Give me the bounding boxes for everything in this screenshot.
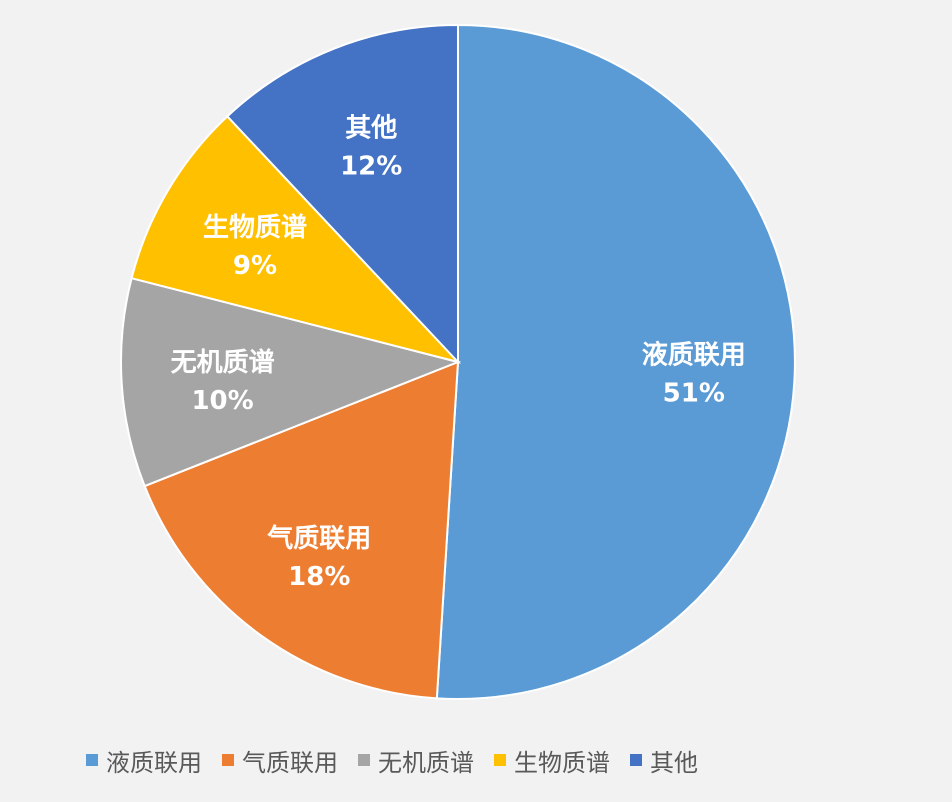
- legend-label-0: 液质联用: [106, 748, 202, 777]
- legend-label-1: 气质联用: [242, 748, 338, 777]
- legend-swatch-0: [86, 754, 98, 766]
- legend-label-2: 无机质谱: [378, 748, 474, 777]
- slice-name-label-4: 其他: [345, 114, 397, 144]
- slice-percent-label-0: 51%: [663, 378, 725, 408]
- slice-name-label-1: 气质联用: [266, 523, 371, 554]
- legend-label-3: 生物质谱: [514, 748, 610, 777]
- legend-swatch-3: [494, 754, 506, 766]
- pie-slice-3: [130, 114, 462, 364]
- slice-name-label-0: 液质联用: [642, 340, 746, 370]
- pie-slices: [120, 23, 796, 700]
- legend-item-0: 液质联用: [86, 743, 202, 778]
- slice-percent-label-4: 12%: [340, 152, 402, 182]
- chart-legend: 液质联用 气质联用 无机质谱 生物质谱 其他: [86, 740, 906, 780]
- slice-percent-label-1: 18%: [288, 562, 350, 592]
- pie-slice-4: [225, 23, 459, 365]
- legend-item-2: 无机质谱: [358, 743, 474, 778]
- pie-chart: 液质联用 51% 气质联用 18% 无机质谱 10% 生物质谱 9% 其他 12%: [120, 23, 796, 700]
- slice-name-label-2: 无机质谱: [171, 347, 275, 378]
- legend-swatch-2: [358, 754, 370, 766]
- pie-slice-0: [435, 23, 796, 700]
- pie-labels: 液质联用 51% 气质联用 18% 无机质谱 10% 生物质谱 9% 其他 12%: [171, 114, 746, 592]
- legend-label-4: 其他: [650, 748, 698, 777]
- legend-swatch-4: [630, 754, 642, 766]
- slice-name-label-3: 生物质谱: [203, 212, 307, 243]
- pie-slice-2: [120, 276, 462, 488]
- slice-percent-label-3: 9%: [233, 251, 277, 281]
- slice-percent-label-2: 10%: [191, 386, 253, 416]
- pie-slice-1: [143, 360, 460, 700]
- legend-item-3: 生物质谱: [494, 743, 610, 778]
- legend-swatch-1: [222, 754, 234, 766]
- legend-item-1: 气质联用: [222, 743, 338, 778]
- legend-item-4: 其他: [630, 743, 698, 778]
